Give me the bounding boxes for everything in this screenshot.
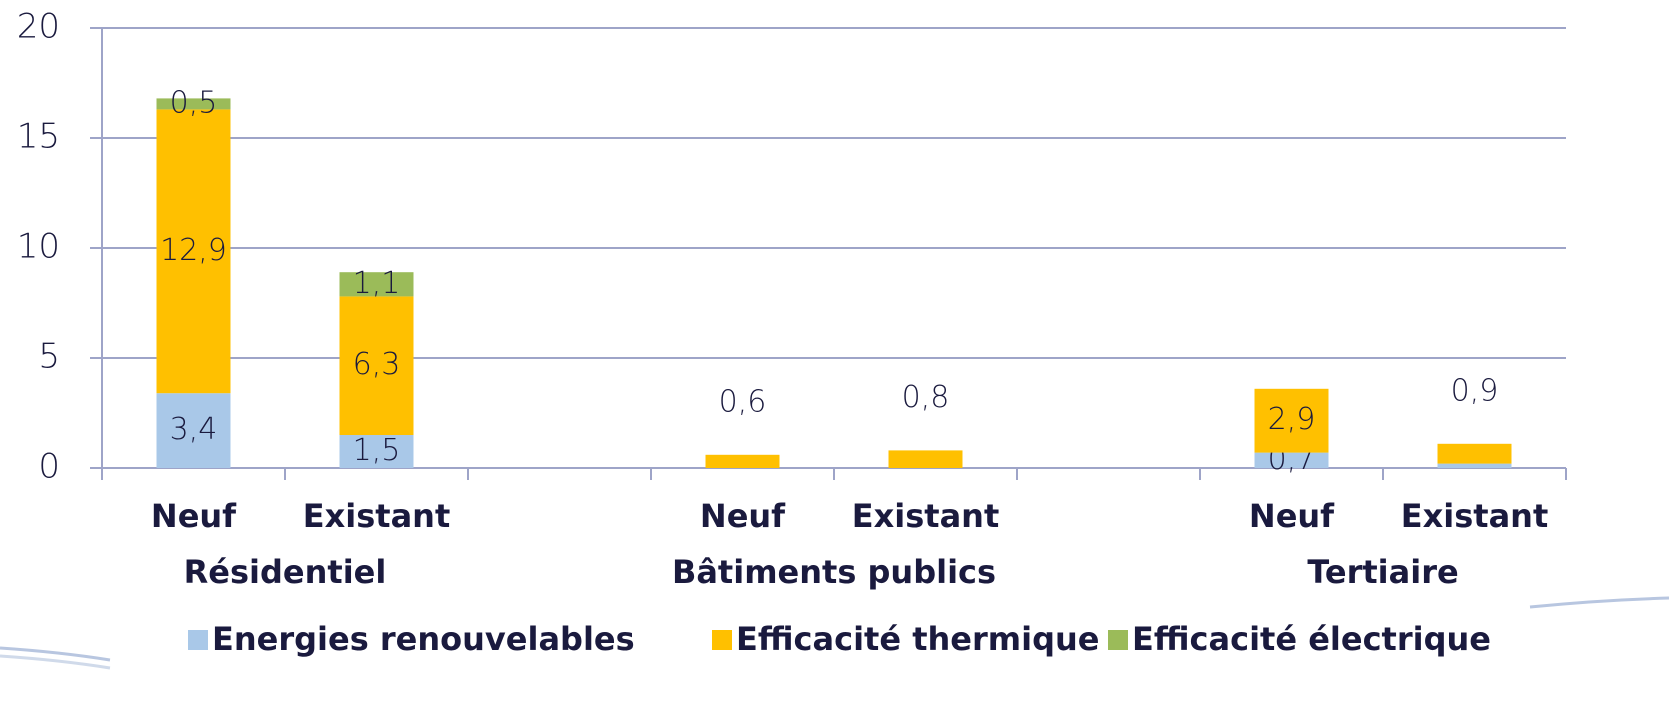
- y-tick-label: 0: [38, 447, 60, 487]
- legend-label: Energies renouvelables: [212, 620, 635, 658]
- decoration: [0, 654, 111, 670]
- data-label: 1,1: [353, 266, 401, 301]
- legend-label: Efficacité thermique: [736, 620, 1099, 658]
- data-label: 0,9: [1451, 373, 1499, 408]
- bar-segment: [339, 435, 414, 468]
- legend-swatch: [712, 630, 732, 650]
- y-tick-label: 15: [17, 117, 60, 157]
- bar-segment: [1254, 388, 1329, 453]
- decoration: [0, 646, 111, 662]
- y-tick-label: 5: [38, 337, 60, 377]
- bar-segment: [1254, 452, 1329, 468]
- x-tick-label: Neuf: [700, 497, 786, 535]
- data-label: 12,9: [160, 233, 227, 268]
- bar-segment: [1437, 443, 1512, 464]
- bar-segment: [339, 296, 414, 435]
- legend-label: Efficacité électrique: [1132, 620, 1491, 658]
- bar-segment: [156, 393, 231, 468]
- y-tick-label: 10: [17, 227, 60, 267]
- x-tick-label: Existant: [1401, 497, 1548, 535]
- x-tick-label: Neuf: [1249, 497, 1335, 535]
- data-label: 0,8: [902, 380, 950, 415]
- y-tick-label: 20: [17, 7, 60, 47]
- x-tick-label: Existant: [303, 497, 450, 535]
- bar-segment: [156, 109, 231, 394]
- group-label: Résidentiel: [184, 553, 387, 591]
- bar-segment: [1437, 463, 1512, 468]
- group-label: Tertiaire: [1307, 553, 1458, 591]
- bar-segment: [339, 272, 414, 297]
- data-label: 3,4: [170, 412, 218, 447]
- x-tick-label: Existant: [852, 497, 999, 535]
- data-label: 0,6: [719, 384, 767, 419]
- legend-swatch: [188, 630, 208, 650]
- bar-segment: [705, 454, 780, 468]
- data-label: 2,9: [1268, 402, 1316, 437]
- data-label: 0,5: [170, 85, 218, 120]
- legend-swatch: [1108, 630, 1128, 650]
- x-tick-label: Neuf: [151, 497, 237, 535]
- bar-segment: [888, 450, 963, 468]
- bar-segment: [156, 98, 231, 110]
- data-label: 6,3: [353, 347, 401, 382]
- decoration: [1529, 596, 1669, 609]
- data-label: 1,5: [353, 433, 401, 468]
- group-label: Bâtiments publics: [672, 553, 996, 591]
